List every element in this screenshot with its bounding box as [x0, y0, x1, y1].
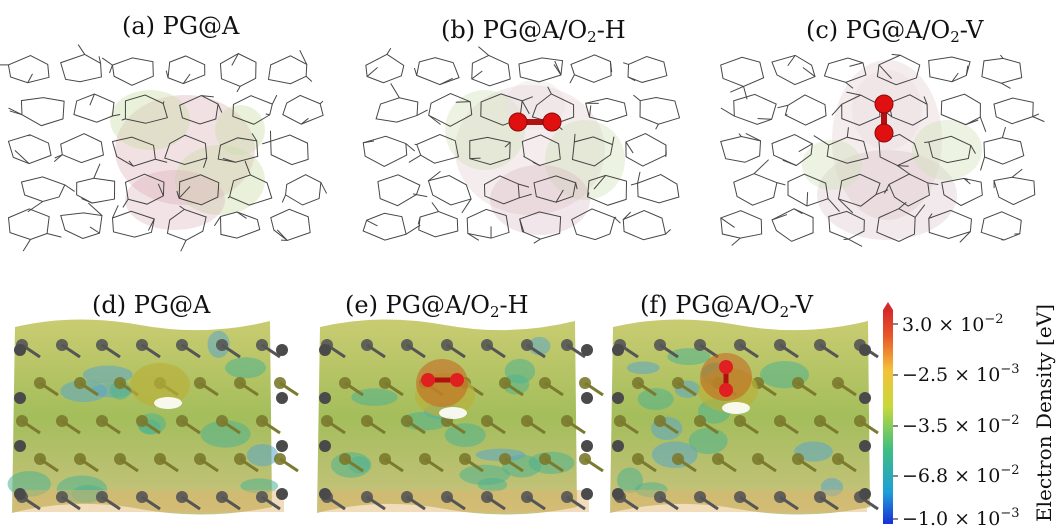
colorbar: 3.0 × 10−2 −2.5 × 10−3 −3.5 × 10−2 −6.8 …: [880, 300, 1062, 526]
panel-f-title: (f) PG@A/O2-V: [640, 293, 813, 320]
colorbar-tick-3: −3.5 × 10−2: [902, 414, 1020, 436]
panel-d: (d) PG@A: [0, 285, 300, 526]
colorbar-title: Electron Density [eV]: [1032, 304, 1056, 522]
panel-a-title: (a) PG@A: [122, 14, 239, 38]
density-surface-f: [598, 285, 883, 526]
molecule-wireframe-a: [0, 0, 350, 275]
panel-b: (b) PG@A/O2-H: [355, 0, 710, 275]
panel-c-title: (c) PG@A/O2-V: [806, 18, 983, 45]
panel-d-title: (d) PG@A: [92, 293, 210, 317]
density-surface-e: [305, 285, 605, 526]
panel-e: (e) PG@A/O2-H: [305, 285, 605, 526]
colorbar-tick-2: −2.5 × 10−3: [902, 363, 1020, 385]
panel-e-title: (e) PG@A/O2-H: [345, 293, 529, 320]
panel-b-title: (b) PG@A/O2-H: [441, 18, 626, 45]
colorbar-tick-4: −6.8 × 10−2: [902, 464, 1020, 486]
panel-a: (a) PG@A: [0, 0, 350, 275]
panel-f: (f) PG@A/O2-V: [598, 285, 883, 526]
density-surface-d: [0, 285, 300, 526]
colorbar-tick-1: 3.0 × 10−2: [902, 313, 1004, 335]
panel-c: (c) PG@A/O2-V: [712, 0, 1062, 275]
